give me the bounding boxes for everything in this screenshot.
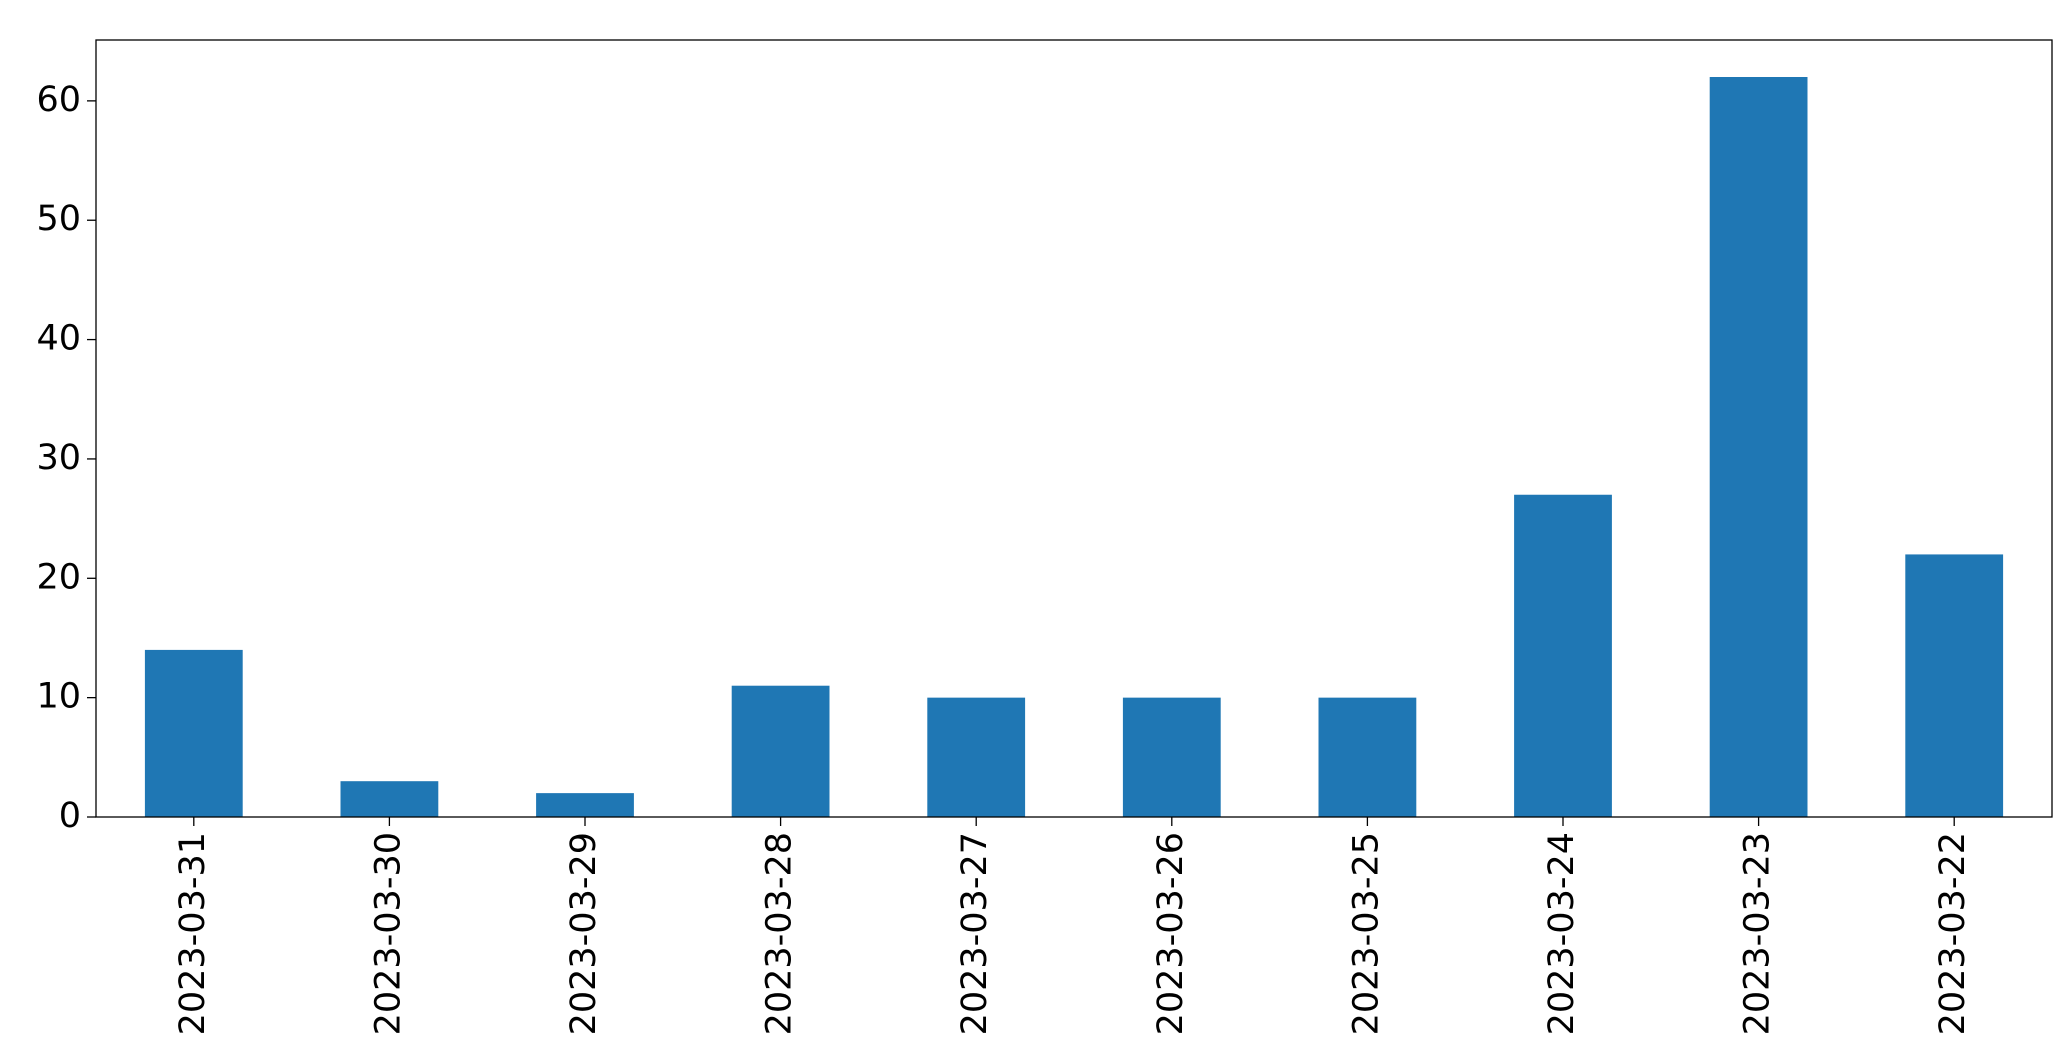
bar (1318, 697, 1417, 817)
y-tick-label: 30 (36, 438, 81, 478)
x-tick-label: 2023-03-30 (368, 832, 408, 1035)
bar (1122, 697, 1221, 817)
x-tick-label: 2023-03-22 (1933, 832, 1973, 1035)
x-tick-label: 2023-03-27 (955, 832, 995, 1035)
bar (927, 697, 1026, 817)
y-tick-label: 20 (36, 557, 81, 597)
bar (1709, 77, 1808, 817)
bar (144, 649, 243, 817)
x-tick-label: 2023-03-31 (173, 832, 213, 1035)
x-tick-label: 2023-03-28 (760, 832, 800, 1035)
x-tick-label: 2023-03-24 (1542, 832, 1582, 1035)
x-tick-label: 2023-03-23 (1738, 832, 1778, 1035)
y-tick-label: 10 (36, 677, 81, 717)
x-tick-label: 2023-03-29 (564, 832, 604, 1035)
x-tick-label: 2023-03-26 (1151, 832, 1191, 1035)
y-tick-label: 0 (59, 796, 81, 836)
bar (1905, 554, 2004, 817)
plot-frame (95, 39, 2053, 818)
y-tick-label: 50 (36, 199, 81, 239)
y-tick-label: 40 (36, 319, 81, 359)
bar (1514, 494, 1612, 817)
bar (731, 685, 830, 817)
y-tick-label: 60 (36, 80, 81, 120)
bar (536, 793, 634, 817)
bar (340, 781, 439, 817)
x-tick-label: 2023-03-25 (1346, 832, 1386, 1035)
